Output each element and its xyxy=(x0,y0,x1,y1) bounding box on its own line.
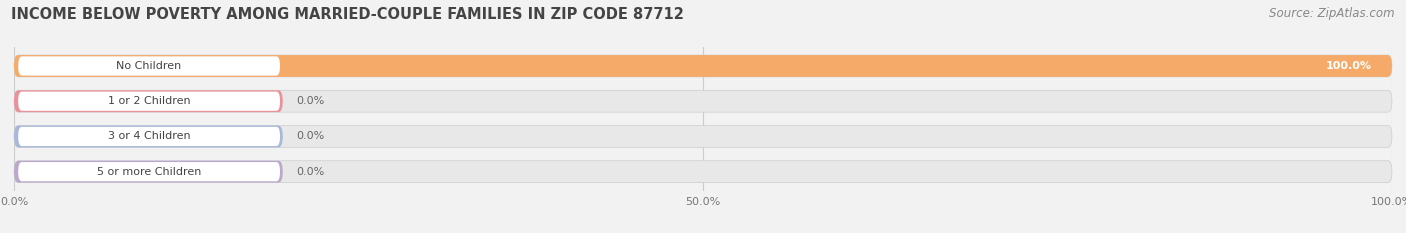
Text: 3 or 4 Children: 3 or 4 Children xyxy=(108,131,190,141)
Text: 0.0%: 0.0% xyxy=(297,131,325,141)
FancyBboxPatch shape xyxy=(18,127,280,146)
FancyBboxPatch shape xyxy=(14,55,1392,77)
FancyBboxPatch shape xyxy=(14,55,1392,77)
FancyBboxPatch shape xyxy=(14,126,283,147)
FancyBboxPatch shape xyxy=(14,161,1392,183)
FancyBboxPatch shape xyxy=(14,90,1392,112)
FancyBboxPatch shape xyxy=(18,92,280,111)
FancyBboxPatch shape xyxy=(18,162,280,181)
Text: Source: ZipAtlas.com: Source: ZipAtlas.com xyxy=(1270,7,1395,20)
Text: 5 or more Children: 5 or more Children xyxy=(97,167,201,177)
Text: 0.0%: 0.0% xyxy=(297,96,325,106)
FancyBboxPatch shape xyxy=(14,126,1392,147)
Text: INCOME BELOW POVERTY AMONG MARRIED-COUPLE FAMILIES IN ZIP CODE 87712: INCOME BELOW POVERTY AMONG MARRIED-COUPL… xyxy=(11,7,685,22)
Text: 100.0%: 100.0% xyxy=(1326,61,1371,71)
FancyBboxPatch shape xyxy=(14,161,283,183)
FancyBboxPatch shape xyxy=(18,56,280,75)
FancyBboxPatch shape xyxy=(14,90,283,112)
Text: 1 or 2 Children: 1 or 2 Children xyxy=(108,96,190,106)
Text: No Children: No Children xyxy=(117,61,181,71)
Text: 0.0%: 0.0% xyxy=(297,167,325,177)
